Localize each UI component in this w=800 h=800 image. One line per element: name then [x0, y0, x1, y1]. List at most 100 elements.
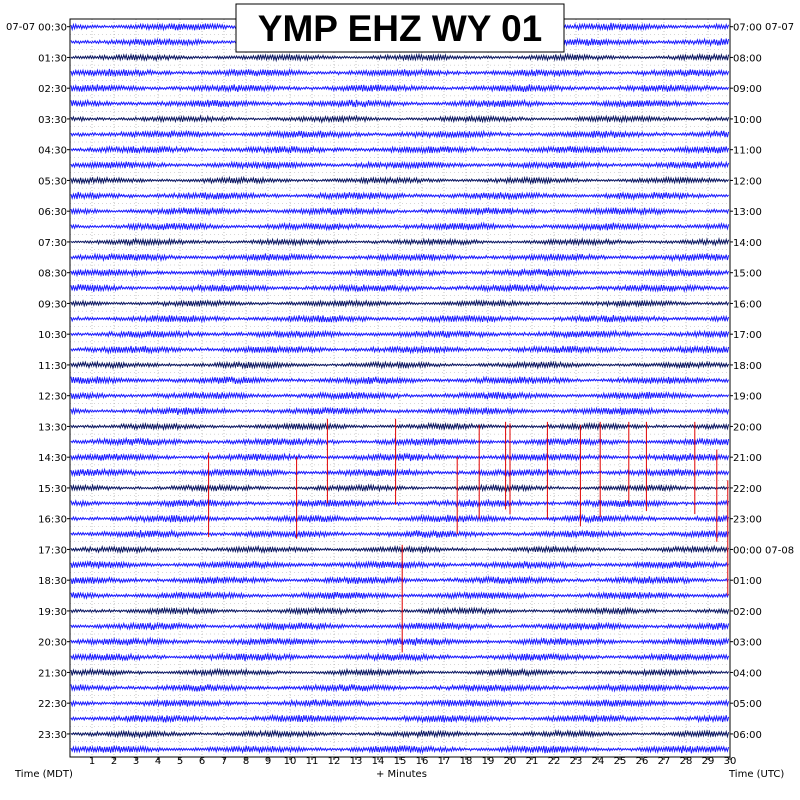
trace-row	[70, 406, 730, 416]
left-time-label: 10:30	[38, 330, 67, 341]
left-time-label: 15:30	[38, 484, 67, 495]
trace-row	[70, 498, 730, 509]
trace-row	[70, 636, 730, 647]
trace-row	[70, 329, 730, 340]
minute-tick-label: 18	[460, 756, 473, 767]
left-time-label: 18:30	[38, 576, 67, 587]
grid-layer	[70, 19, 730, 758]
right-time-label: 09:00	[733, 84, 762, 95]
left-time-label: 04:30	[38, 146, 67, 157]
minute-tick-label: 14	[372, 756, 385, 767]
trace-row	[70, 683, 730, 693]
minute-tick-label: 27	[658, 756, 671, 767]
trace-row	[70, 744, 730, 755]
left-time-axis: 00:30 01:30 02:30 03:30 04:30 05:30 06:30 07:30…	[38, 23, 70, 741]
minute-tick-label: 17	[438, 756, 451, 767]
left-time-label: 17:30	[38, 545, 67, 556]
trace-row	[70, 191, 729, 201]
right-time-label: 19:00	[733, 392, 762, 403]
trace-row	[70, 728, 730, 739]
minute-tick-label: 28	[680, 756, 693, 767]
minute-tick-label: 19	[482, 756, 495, 767]
trace-row	[70, 713, 730, 724]
trace-row	[70, 98, 730, 109]
minute-tick-label: 15	[394, 756, 407, 767]
trace-row	[70, 160, 730, 171]
trace-row	[70, 452, 730, 463]
minute-tick-label: 10	[284, 756, 297, 767]
minute-tick-label: 23	[570, 756, 583, 767]
minute-tick-label: 9	[265, 756, 271, 767]
title-box: YMP EHZ WY 01	[235, 3, 565, 53]
minute-tick-label: 12	[328, 756, 341, 767]
left-date-label: 07-07	[6, 22, 35, 33]
trace-row	[70, 144, 730, 155]
right-time-axis: 07:00 08:00 09:00 10:00 11:00 12:00 13:00 14:00…	[730, 23, 794, 741]
left-time-label: 02:30	[38, 84, 67, 95]
trace-row	[70, 52, 730, 63]
trace-row	[70, 175, 729, 186]
trace-row	[70, 698, 730, 708]
right-time-label: 15:00	[733, 269, 762, 280]
right-axis-label: Time (UTC)	[728, 769, 784, 780]
trace-row	[70, 528, 730, 539]
trace-row	[70, 67, 730, 78]
minute-tick-label: 8	[243, 756, 249, 767]
trace-row	[70, 575, 730, 586]
left-time-label: 00:30	[38, 23, 67, 34]
right-time-label: 11:00	[733, 146, 762, 157]
x-axis-label: + Minutes	[376, 769, 427, 780]
right-time-label: 06:00	[733, 730, 762, 741]
trace-row	[70, 283, 729, 293]
right-time-label: 02:00	[733, 607, 762, 618]
left-time-label: 14:30	[38, 453, 67, 464]
trace-row	[70, 237, 730, 247]
trace-row	[70, 206, 730, 217]
minute-tick-label: 3	[133, 756, 139, 767]
minute-tick-label: 25	[614, 756, 627, 767]
trace-row	[70, 375, 730, 386]
right-date-label: 07-07	[765, 22, 794, 33]
trace-row	[70, 83, 730, 93]
minute-tick-label: 24	[592, 756, 605, 767]
trace-row	[70, 221, 730, 232]
trace-row	[70, 344, 730, 355]
left-time-label: 06:30	[38, 207, 67, 218]
right-time-label: 04:00	[733, 668, 762, 679]
left-time-label: 12:30	[38, 392, 67, 403]
right-time-label: 07:00	[733, 23, 762, 34]
right-time-label: 16:00	[733, 299, 762, 310]
trace-row	[70, 360, 730, 370]
right-time-label: 00:00 07-08	[733, 545, 794, 556]
left-time-label: 07:30	[38, 238, 67, 249]
trace-row	[70, 544, 730, 555]
trace-row	[70, 483, 730, 493]
right-time-label: 14:00	[733, 238, 762, 249]
trace-row	[70, 421, 730, 432]
left-time-label: 13:30	[38, 422, 67, 433]
chart-title: YMP EHZ WY 01	[258, 8, 542, 49]
right-time-label: 17:00	[733, 330, 762, 341]
trace-layer	[70, 22, 730, 755]
right-time-label: 18:00	[733, 361, 762, 372]
left-axis-label: Time (MDT)	[14, 769, 73, 780]
minute-tick-label: 13	[350, 756, 363, 767]
minute-tick-label: 26	[636, 756, 649, 767]
left-time-label: 05:30	[38, 176, 67, 187]
trace-row	[70, 390, 730, 401]
trace-row	[70, 652, 730, 663]
trace-row	[70, 513, 730, 524]
left-time-label: 22:30	[38, 699, 67, 710]
minute-tick-label: 1	[89, 756, 95, 767]
left-time-label: 01:30	[38, 53, 67, 64]
right-time-label: 21:00	[733, 453, 762, 464]
minute-tick-label: 6	[199, 756, 205, 767]
left-time-label: 19:30	[38, 607, 67, 618]
trace-row	[70, 129, 730, 140]
trace-row	[70, 559, 730, 570]
left-time-label: 21:30	[38, 668, 67, 679]
left-time-label: 03:30	[38, 115, 67, 126]
minute-tick-label: 2	[111, 756, 117, 767]
right-time-label: 20:00	[733, 422, 762, 433]
